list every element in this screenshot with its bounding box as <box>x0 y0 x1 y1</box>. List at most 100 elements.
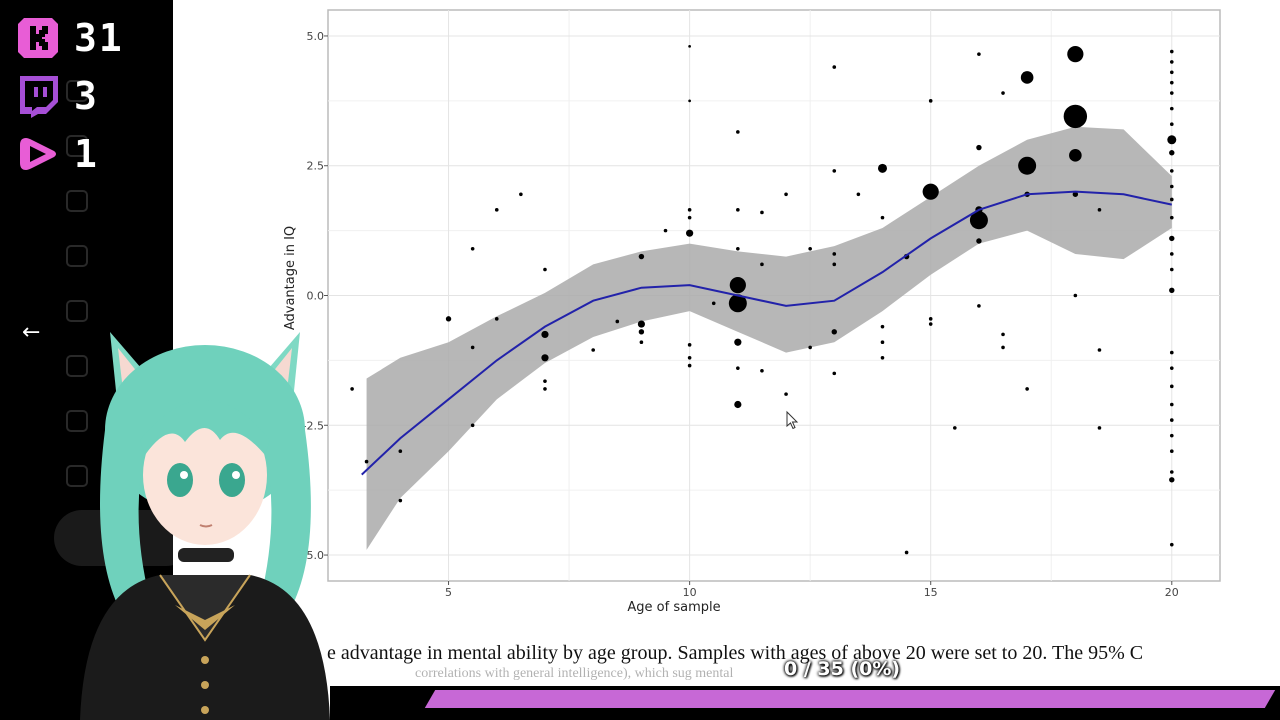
data-point <box>1169 215 1174 220</box>
faded-nav-item <box>66 404 176 438</box>
data-point <box>1169 350 1174 355</box>
vtuber-avatar <box>80 332 330 720</box>
data-point <box>760 262 764 267</box>
back-arrow-icon[interactable]: ← <box>22 320 41 345</box>
data-point <box>1169 542 1174 547</box>
data-point <box>880 324 885 329</box>
play-logo-icon <box>20 138 56 170</box>
data-point <box>880 340 885 345</box>
data-point <box>350 387 354 391</box>
data-point <box>1169 184 1174 189</box>
data-point <box>519 192 523 197</box>
data-point <box>398 498 403 503</box>
data-point <box>1167 135 1177 145</box>
data-point <box>1001 91 1005 95</box>
data-point <box>976 238 982 244</box>
data-point <box>1001 345 1005 350</box>
faded-nav-item <box>66 239 176 273</box>
data-point <box>1169 433 1174 438</box>
data-point <box>1072 191 1079 197</box>
data-point <box>638 253 645 260</box>
data-point <box>808 246 812 251</box>
data-point <box>728 294 747 313</box>
data-point <box>1169 287 1175 294</box>
faded-nav-item <box>66 74 176 108</box>
data-point <box>736 366 740 370</box>
data-point <box>808 345 812 350</box>
data-point <box>1073 293 1078 298</box>
kick-viewer-count: 31 <box>74 16 124 60</box>
data-point <box>1020 71 1034 84</box>
data-point <box>1069 149 1082 162</box>
data-point <box>1169 252 1174 256</box>
data-point <box>928 99 933 103</box>
data-point <box>638 329 645 335</box>
data-point <box>928 322 933 326</box>
y-tick-label: 2.5 <box>307 160 325 173</box>
data-point <box>1169 418 1174 422</box>
data-point <box>494 317 499 321</box>
stream-overlay-sidebar: 31 3 1 ← <box>0 0 194 720</box>
data-point <box>1169 150 1175 156</box>
y-tick-label: -5.0 <box>303 549 324 562</box>
data-point <box>877 163 887 173</box>
data-point <box>470 423 475 428</box>
mouse-cursor-icon <box>786 410 799 430</box>
data-point <box>1169 70 1174 75</box>
data-point <box>832 252 837 256</box>
faded-nav-item <box>66 349 176 383</box>
smooth-trend-line <box>361 190 1172 476</box>
confidence-ribbon <box>366 126 1172 550</box>
data-point <box>591 348 595 352</box>
twitch-viewer-counter: 3 <box>16 74 99 118</box>
data-point <box>1169 80 1174 85</box>
data-point <box>1169 477 1175 483</box>
data-point <box>736 208 740 212</box>
data-point <box>736 246 740 251</box>
progress-label: 0 / 35 (0%) <box>784 658 901 680</box>
data-point <box>1169 267 1174 272</box>
data-point <box>494 208 499 212</box>
data-point <box>1067 46 1084 63</box>
data-point <box>639 340 644 345</box>
data-point <box>1169 122 1174 126</box>
data-point <box>1018 156 1037 175</box>
data-point <box>1169 384 1174 389</box>
data-point <box>1169 449 1174 454</box>
data-point <box>541 330 549 339</box>
data-point <box>687 215 692 220</box>
data-point <box>541 354 549 362</box>
data-point <box>734 338 742 346</box>
data-point <box>1169 106 1174 111</box>
data-point <box>687 363 692 368</box>
kick-logo-icon <box>18 18 58 58</box>
data-point <box>784 192 788 197</box>
x-axis-label: Age of sample <box>627 600 720 615</box>
data-point <box>1025 387 1029 391</box>
data-point <box>615 319 620 324</box>
data-point <box>831 329 837 335</box>
data-point <box>688 44 691 48</box>
faded-nav-item <box>66 294 176 328</box>
data-point <box>1169 91 1174 95</box>
data-point <box>1169 470 1174 474</box>
data-point <box>734 400 742 409</box>
progress-bar-track <box>424 690 1276 708</box>
y-tick-label: -2.5 <box>303 419 324 432</box>
data-point <box>922 183 939 200</box>
data-point <box>977 304 981 308</box>
data-point <box>543 267 547 272</box>
figure-caption: e advantage in mental ability by age gro… <box>327 642 1144 664</box>
data-point <box>977 52 981 56</box>
data-point <box>1097 208 1102 212</box>
data-point <box>969 211 988 230</box>
data-point <box>1169 60 1174 64</box>
data-point <box>760 210 764 215</box>
kick-viewer-counter: 31 <box>16 16 124 60</box>
data-point <box>880 355 885 360</box>
data-point <box>976 144 982 151</box>
figure-caption-continued: correlations with general intelligence),… <box>415 666 734 681</box>
twitch-logo-icon <box>20 76 58 118</box>
data-point <box>543 379 547 383</box>
